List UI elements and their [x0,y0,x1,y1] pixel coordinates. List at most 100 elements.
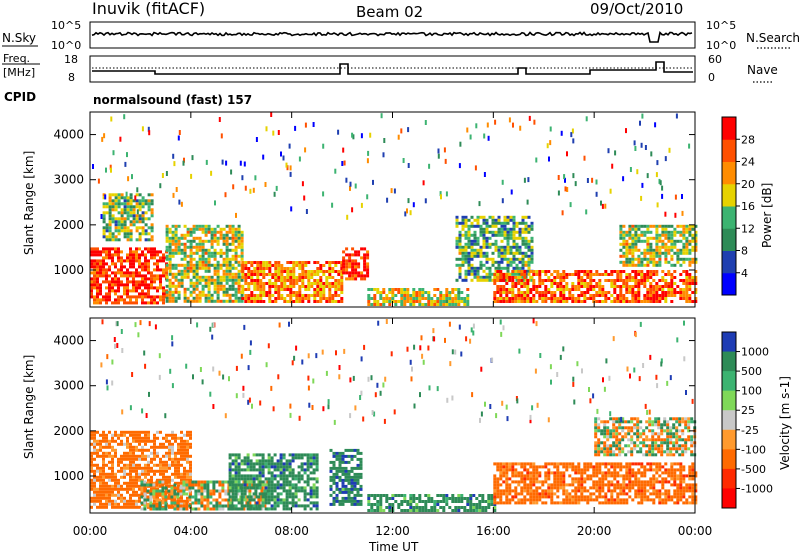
echo-cell [529,486,533,490]
echo-cell [670,288,674,291]
echo-cell [177,469,180,473]
echo-cell [136,209,139,215]
echo-cell [427,509,431,512]
echo-cell [685,224,689,228]
echo-cell [457,303,461,306]
echo-cell [129,295,132,299]
echo-cell [565,300,569,303]
echo-cell [195,281,199,285]
echo-cell [168,290,172,294]
echo-cell [177,445,180,449]
echo-cell [126,229,130,233]
echo-cell [520,270,524,273]
echo-cell [153,253,156,257]
echo-cell [252,480,256,484]
echo-cell [556,483,560,487]
echo-cell [306,474,310,478]
echo-cell [143,489,147,493]
echo-cell [529,465,533,469]
echo-cell [604,270,608,273]
echo-cell [102,193,106,197]
range-tick-label: 3000 [53,173,84,187]
echo-cell [508,291,512,294]
echo-cell [134,195,137,201]
echo-cell [261,465,265,469]
echo-cell [467,242,471,246]
echo-cell [604,291,608,294]
echo-cell [143,480,147,484]
echo-cell [418,300,422,303]
echo-cell [580,294,584,297]
echo-cell [153,301,156,305]
echo-cell [348,262,352,266]
echo-cell [162,292,165,296]
echo-cell [209,507,213,511]
echo-cell [487,497,491,500]
echo-cell [241,273,245,276]
echo-cell [268,288,272,291]
echo-cell [312,462,316,466]
echo-cell [646,297,650,300]
echo-cell [245,489,249,493]
echo-cell [685,279,689,282]
echo-cell [261,501,265,505]
echo-cell [120,217,124,221]
cpid-label: CPID [4,90,36,104]
echo-cell [260,489,264,493]
echo-cell [353,502,357,506]
echo-cell [622,263,626,267]
echo-cell [224,504,228,508]
echo-cell [267,486,271,490]
echo-cell [204,284,208,288]
echo-cell [619,297,623,300]
echo-cell [529,483,533,487]
echo-cell [307,297,311,300]
echo-cell [499,285,503,288]
echo-cell [604,297,608,300]
echo-cell [256,273,260,276]
echo-cell [277,130,280,135]
echo-cell [541,483,545,487]
echo-cell [225,269,229,273]
echo-cell [646,273,650,276]
echo-cell [274,282,278,285]
echo-cell [613,270,617,273]
echo-cell [409,506,413,509]
echo-cell [679,233,683,237]
echo-cell [123,205,127,209]
echo-cell [234,278,238,282]
echo-cell [213,248,217,252]
echo-cell [335,454,339,458]
echo-cell [301,181,304,187]
echo-cell [237,296,241,300]
echo-cell [256,288,260,291]
echo-cell [313,270,317,273]
echo-cell [252,507,256,511]
echo-cell [171,266,175,270]
echo-cell [356,463,360,467]
echo-cell [165,463,168,467]
echo-cell [685,282,689,285]
echo-cell [580,276,584,279]
echo-cell [458,269,462,273]
echo-cell [467,245,471,249]
echo-cell [186,478,189,482]
echo-cell [219,281,223,285]
echo-cell [523,273,527,276]
echo-cell [514,501,518,505]
echo-cell [90,505,93,509]
echo-cell [224,480,228,484]
echo-cell [197,498,201,502]
echo-cell [117,484,120,488]
echo-cell [496,468,500,472]
echo-cell [132,271,135,275]
echo-cell [243,161,246,167]
echo-cell [400,288,404,291]
echo-cell [538,285,542,288]
echo-cell [655,291,659,294]
echo-cell [162,268,165,272]
echo-cell [117,232,121,236]
echo-cell [204,227,208,231]
echo-cell [180,451,183,455]
echo-cell [502,468,506,472]
